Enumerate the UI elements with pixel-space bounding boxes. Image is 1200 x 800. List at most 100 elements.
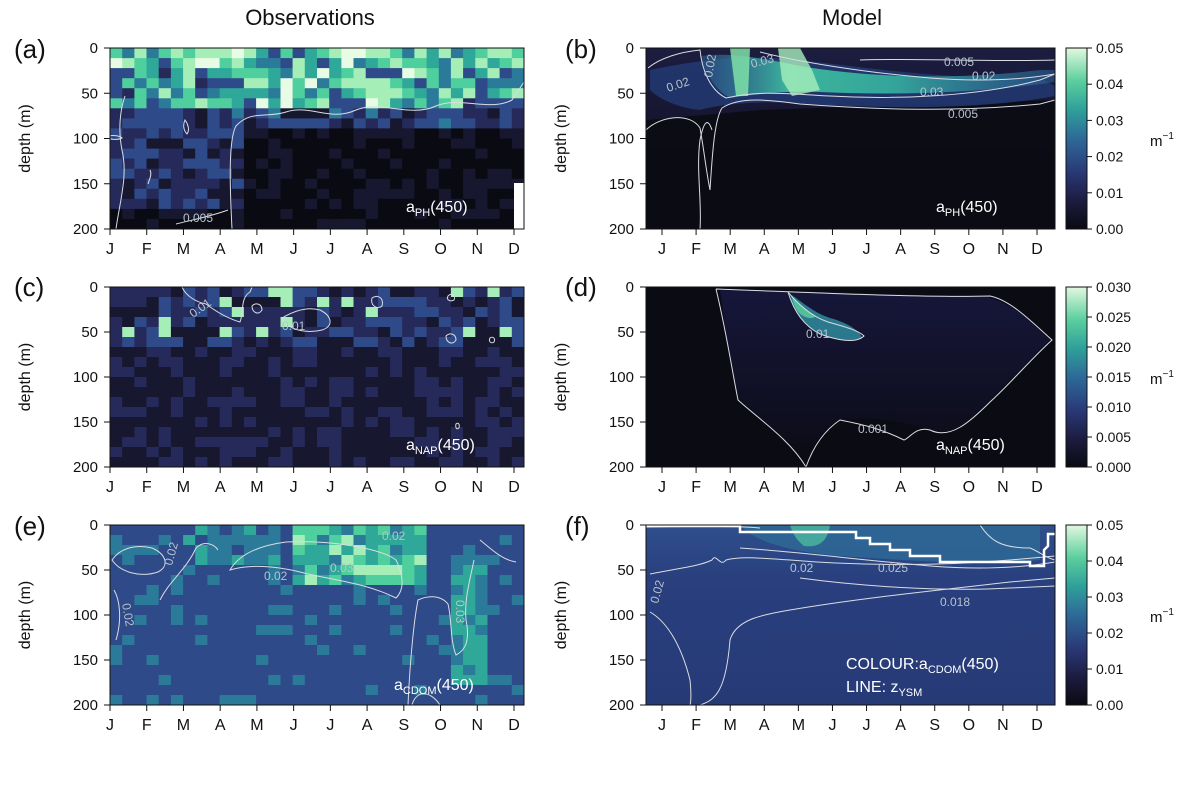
panel-c-cell [390,307,403,318]
panel-c-cell [390,417,403,428]
panel-e-cell [183,625,196,636]
panel-e-cell [158,645,172,656]
panel-a-cell [390,168,403,180]
panel-c-cell [268,317,282,328]
panel-a-cell [377,208,391,220]
panel-c-cell [304,457,318,467]
panel-a-cell [511,48,524,59]
panel-a-cell [256,158,269,170]
panel-c-cell [511,357,524,368]
panel-c-cell [195,347,208,358]
panel-c-cell [353,437,367,448]
panel-a-cell [304,68,318,79]
panel-c-cell [231,367,245,378]
colorbar-5-tick-label-1: 0.04 [1096,553,1123,569]
panel-a-cell [146,208,160,220]
panel-e-cell [365,525,379,536]
panel-c-cell [475,337,489,348]
panel-b-contour-003 [759,51,1055,81]
panel-a-cell [219,178,233,190]
panel-e-cell [377,655,391,666]
panel-a-cell [426,218,440,229]
panel-a-cell [511,118,524,130]
panel-a-cell [365,148,379,160]
panel-e-cell [219,685,233,696]
panel-e-cell [499,665,513,676]
panel-a-cell [426,68,440,79]
panel-a-cell [146,98,160,109]
panel-a-cell [450,128,464,140]
panel-c-cell [110,357,123,368]
panel-c-cell [292,357,306,368]
panel-e-cell [110,675,123,686]
panel-c-cell [231,437,245,448]
panel-a-cell [304,88,318,99]
panel-a-cell [219,188,233,200]
panel-e-cell [280,585,294,596]
panel-e-cell [219,695,233,705]
panel-e-cell [317,555,330,566]
panel-f-y-tick-label-4: 200 [609,697,634,714]
panel-a-cell [475,198,489,210]
panel-e-contour-3 [407,559,475,705]
panel-e-cell [475,695,489,705]
panel-a-cell [511,158,524,170]
panel-e-cell [122,615,135,626]
panel-c-cell [256,447,269,458]
panel-a-cell [414,138,428,150]
panel-e-cell [280,615,294,626]
panel-a-cell [122,58,135,69]
panel-c-cell [402,457,415,467]
panel-b-month-label-8: S [929,241,940,258]
panel-d-y-tick-label-2: 100 [609,369,634,386]
panel-e-cell [353,535,367,546]
panel-e-cell [268,695,282,705]
panel-a-cell [219,158,233,170]
panel-a-cell [414,128,428,140]
panel-c-cell [487,417,501,428]
panel-a-cell [450,188,464,200]
panel-e-cell [280,535,294,546]
panel-e-cell [195,525,208,536]
panel-b-month-label-11: D [1031,241,1043,258]
panel-a-cell [170,158,184,170]
panel-e-cell [110,565,123,576]
colorbar-1-tick-label-1: 0.04 [1096,76,1123,92]
panel-c-cell [438,297,452,308]
panel-e-cell [195,645,208,656]
panel-c-cell [134,457,148,467]
panel-e-cell [110,625,123,636]
panel-e-cell [158,615,172,626]
panel-c-cell [487,377,501,388]
panel-e-cell [511,645,524,656]
panel-e-cell [280,635,294,646]
panel-e-cell [402,585,415,596]
panel-c-cell [122,327,135,338]
panel-a-cell [450,138,464,150]
panel-e-cell [511,595,524,606]
panel-d-field [720,290,1050,467]
panel-a-cell [487,128,501,140]
panel-a-cell [487,168,501,180]
panel-a-cell [243,68,257,79]
panel-e-cell [195,675,208,686]
panel-e-cell [487,655,501,666]
panel-b-month-label-3: A [759,241,770,258]
panel-e-cell [317,635,330,646]
panel-e-cell [231,615,245,626]
panel-b-month-label-0: J [658,241,666,258]
panel-e-cell [353,525,367,536]
panel-c-cell [353,407,367,418]
panel-c-cell [426,437,440,448]
panel-c-cell [183,457,196,467]
panel-e-cell [134,615,148,626]
panel-c-cell [402,327,415,338]
panel-e-cell [110,575,123,586]
panel-a-cell [487,208,501,220]
panel-c-cell [487,327,501,338]
panel-a-cell [414,88,428,99]
panel-e-cell [183,595,196,606]
panel-e-cell [292,645,306,656]
